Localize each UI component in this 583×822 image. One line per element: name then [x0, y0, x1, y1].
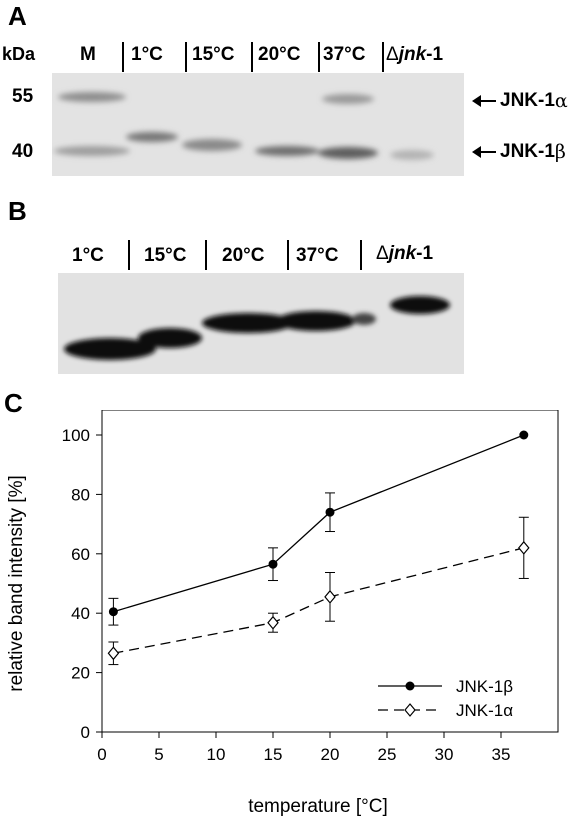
x-tick-label: 5: [154, 745, 163, 764]
data-point: [518, 540, 530, 555]
beta-label-text: JNK-1: [500, 141, 555, 162]
lane-separator: [205, 240, 207, 270]
lane-label-15c: 15°C: [144, 245, 187, 266]
western-blot-b: [58, 273, 464, 374]
panel-b-letter: B: [8, 196, 27, 226]
lane-label-37c: 37°C: [323, 44, 366, 65]
data-point: [107, 646, 120, 661]
blot-b-bands: [64, 296, 450, 360]
legend-label: JNK-1β: [456, 677, 513, 696]
x-tick-label: 0: [97, 745, 106, 764]
data-point: [267, 615, 279, 630]
beta-greek: β: [554, 141, 566, 163]
series-line: [113, 547, 524, 654]
marker-55kda: 55: [12, 86, 34, 107]
data-point: [324, 589, 336, 604]
lane-separator: [360, 240, 362, 270]
y-tick-label: 20: [71, 664, 90, 683]
lane-label-1c: 1°C: [131, 44, 163, 65]
arrow-icon: [472, 95, 496, 107]
kda-label: kDa: [2, 44, 36, 64]
lane-separator: [251, 42, 253, 72]
lane-separator: [382, 42, 384, 72]
y-tick-label: 0: [81, 723, 90, 742]
x-tick-label: 30: [435, 745, 454, 764]
x-tick-label: 25: [378, 745, 397, 764]
lane-separator: [185, 42, 187, 72]
x-tick-label: 10: [207, 745, 226, 764]
y-tick-label: 100: [62, 426, 90, 445]
y-tick-label: 60: [71, 545, 90, 564]
lane-separator: [128, 240, 130, 270]
legend-marker: [404, 703, 416, 717]
line-chart: 0 20 40 60 80 100 0 5 10 15 20 25 30 35 temperature [°…: [6, 410, 559, 817]
legend-label: JNK-1α: [456, 701, 513, 720]
y-tick-label: 80: [71, 485, 90, 504]
lane-separator: [318, 42, 320, 72]
lane-separator: [287, 240, 289, 270]
arrow-icon: [472, 146, 496, 158]
x-tick-label: 35: [492, 745, 511, 764]
data-point: [519, 430, 529, 440]
lane-label-1c: 1°C: [72, 245, 104, 266]
lane-label-37c: 37°C: [296, 245, 339, 266]
lane-label-20c: 20°C: [258, 44, 301, 65]
gene-name: jnk: [398, 44, 427, 65]
delta-symbol: Δ: [386, 44, 399, 65]
label-jnk1-alpha: JNK-1 α: [472, 90, 568, 112]
delta-symbol: Δ: [376, 243, 389, 264]
data-point: [268, 559, 278, 569]
lane-label-delta-jnk1: Δjnk-1: [376, 243, 433, 265]
panel-a-letter: A: [8, 1, 27, 31]
alpha-label-text: JNK-1: [500, 90, 555, 111]
y-tick-label: 40: [71, 604, 90, 623]
blot-a-bands: [52, 73, 464, 176]
data-point: [108, 607, 118, 617]
marker-40kda: 40: [12, 141, 34, 162]
western-blot-a: [52, 73, 464, 176]
lane-label-marker: M: [80, 44, 96, 65]
panel-c-letter: C: [4, 388, 23, 418]
legend-marker: [405, 681, 415, 691]
x-axis-label: temperature [°C]: [248, 796, 388, 817]
gene-suffix: -1: [426, 44, 444, 65]
gene-suffix: -1: [416, 243, 434, 264]
label-jnk1-beta: JNK-1 β: [472, 141, 566, 163]
y-axis-label: relative band intensity [%]: [6, 475, 27, 692]
x-tick-label: 20: [321, 745, 340, 764]
lane-label-delta-jnk1: Δjnk-1: [386, 44, 443, 66]
lane-label-15c: 15°C: [192, 44, 235, 65]
gene-name: jnk: [388, 243, 417, 264]
lane-label-20c: 20°C: [222, 245, 265, 266]
alpha-greek: α: [554, 90, 568, 112]
lane-separator: [122, 42, 124, 72]
series-line: [113, 434, 525, 613]
data-point: [325, 507, 335, 517]
x-tick-label: 15: [264, 745, 283, 764]
